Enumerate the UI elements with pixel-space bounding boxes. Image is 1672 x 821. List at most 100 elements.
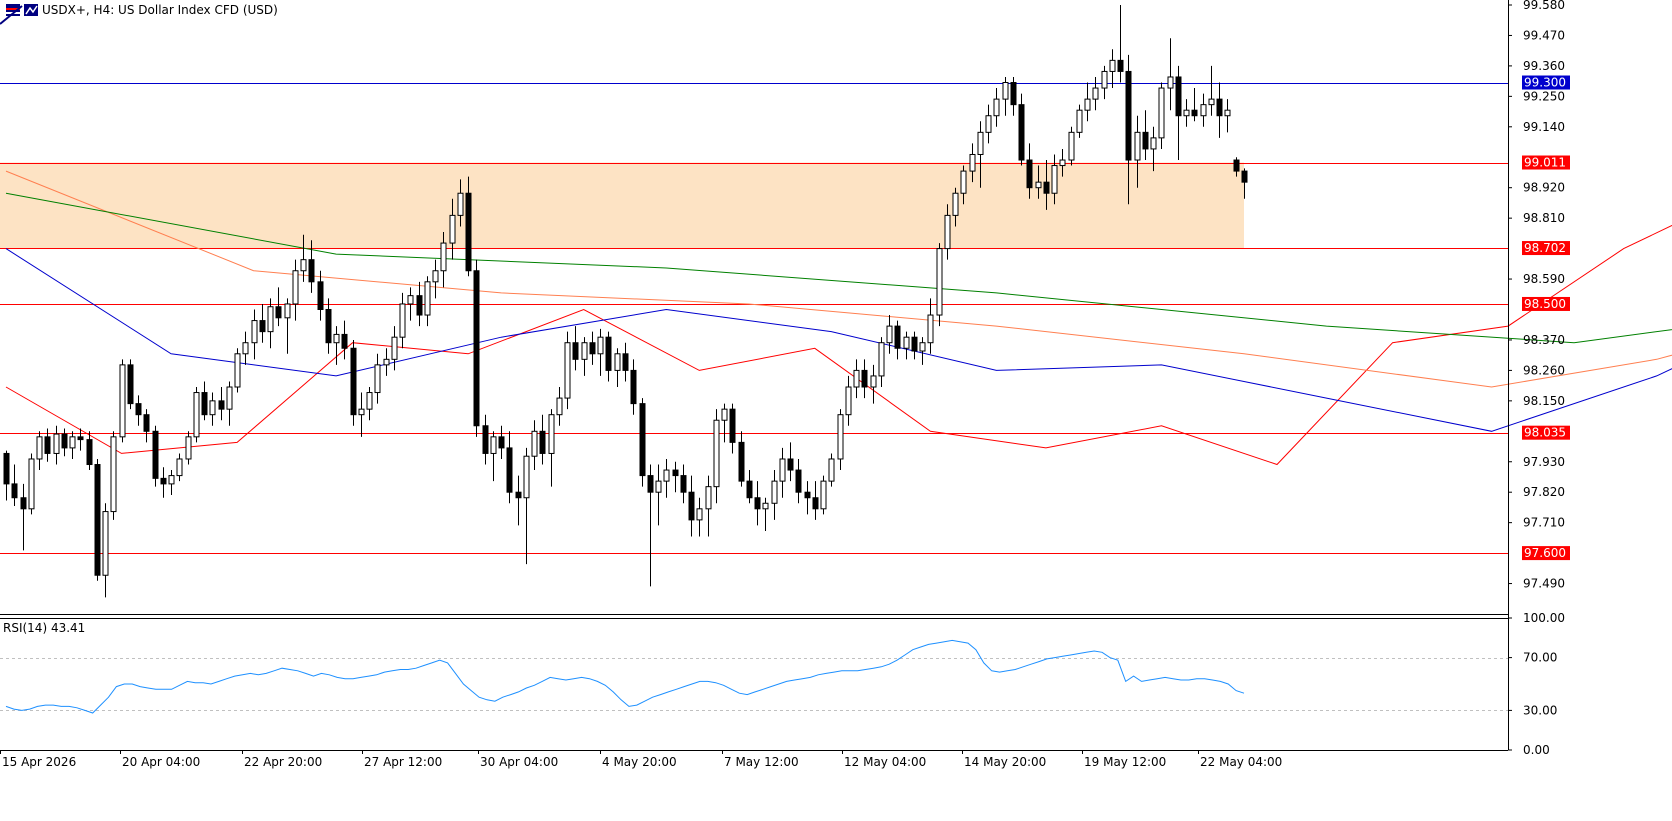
rsi-line bbox=[5, 639, 1245, 714]
candle-bull bbox=[292, 270, 299, 305]
candle-bull bbox=[374, 364, 381, 394]
candle-bear bbox=[605, 336, 612, 371]
time-tick-label: 20 Apr 04:00 bbox=[122, 755, 200, 769]
time-tick-label: 22 Apr 20:00 bbox=[244, 755, 322, 769]
candle-bear bbox=[1010, 82, 1017, 106]
price-tick-label: 99.580 bbox=[1523, 0, 1565, 12]
candle-bull bbox=[952, 192, 959, 216]
candle-bear bbox=[127, 364, 134, 405]
price-tick-label: 98.920 bbox=[1523, 181, 1565, 195]
price-level-tag-label: 98.702 bbox=[1524, 241, 1566, 255]
candle-bear bbox=[647, 475, 654, 493]
candle-bull bbox=[1208, 98, 1215, 106]
candle-bear bbox=[746, 480, 753, 499]
candle-bear bbox=[1125, 70, 1132, 161]
moving-average-line-4 bbox=[5, 192, 1672, 344]
candle-bull bbox=[333, 333, 340, 344]
trendline-fragment bbox=[0, 5, 23, 25]
candle-bull bbox=[556, 397, 563, 416]
candle-bull bbox=[655, 480, 662, 493]
candle-bull bbox=[358, 408, 365, 416]
candle-bear bbox=[11, 483, 18, 499]
candle-bull bbox=[284, 303, 291, 319]
candle-bull bbox=[523, 455, 530, 499]
candle-bull bbox=[1150, 137, 1157, 150]
candle-bear bbox=[1026, 159, 1033, 189]
candle-bear bbox=[795, 469, 802, 493]
chart-type-icon bbox=[24, 4, 38, 16]
moving-average-line-2 bbox=[5, 248, 1672, 432]
time-tick-label: 4 May 20:00 bbox=[602, 755, 677, 769]
candle-bull bbox=[226, 386, 233, 410]
candle-bear bbox=[787, 458, 794, 471]
candle-bear bbox=[20, 497, 27, 510]
time-tick-label: 15 Apr 2026 bbox=[2, 755, 76, 769]
resistance-zone bbox=[0, 162, 1244, 249]
candle-bull bbox=[432, 270, 439, 283]
candle-bear bbox=[61, 433, 68, 449]
candle-bear bbox=[539, 430, 546, 454]
price-tick-label: 97.820 bbox=[1523, 485, 1565, 499]
candle-bull bbox=[383, 358, 390, 366]
candle-bear bbox=[482, 425, 489, 454]
candle-bear bbox=[86, 439, 93, 466]
price-level-tag-label: 97.600 bbox=[1524, 546, 1566, 560]
moving-average-line-1 bbox=[5, 224, 1672, 466]
candle-bull bbox=[234, 353, 241, 388]
time-tick-label: 12 May 04:00 bbox=[844, 755, 926, 769]
candle-bear bbox=[218, 400, 225, 410]
candle-bear bbox=[812, 497, 819, 510]
candle-bull bbox=[663, 469, 670, 482]
time-tick-label: 7 May 12:00 bbox=[724, 755, 799, 769]
chart-symbol-title: USDX+, H4: US Dollar Index CFD (USD) bbox=[42, 3, 278, 17]
candle-bull bbox=[1035, 181, 1042, 189]
candle-bear bbox=[152, 430, 159, 479]
candle-bear bbox=[1191, 109, 1198, 117]
candle-bull bbox=[1134, 131, 1141, 161]
candle-bear bbox=[680, 475, 687, 493]
candle-bull bbox=[1076, 109, 1083, 133]
candle-bull bbox=[1092, 87, 1099, 100]
candle-bull bbox=[1084, 98, 1091, 111]
candle-bull bbox=[399, 303, 406, 338]
candle-bull bbox=[185, 436, 192, 460]
candle-bear bbox=[1233, 159, 1240, 172]
candle-bear bbox=[630, 369, 637, 405]
time-tick-label: 27 Apr 12:00 bbox=[364, 755, 442, 769]
candle-bull bbox=[69, 436, 76, 449]
price-level-tag bbox=[1522, 241, 1570, 256]
candle-bull bbox=[713, 419, 720, 488]
candle-bull bbox=[168, 475, 175, 485]
candle-bull bbox=[110, 436, 117, 513]
price-tick-label: 99.250 bbox=[1523, 89, 1565, 103]
candle-bull bbox=[903, 336, 910, 349]
candle-bull bbox=[531, 430, 538, 457]
candle-bear bbox=[754, 497, 761, 510]
candle-bear bbox=[416, 295, 423, 316]
candle-bear bbox=[160, 477, 167, 485]
candle-bear bbox=[3, 452, 10, 485]
candle-bull bbox=[960, 170, 967, 194]
candle-bull bbox=[267, 306, 274, 333]
candle-bull bbox=[564, 342, 571, 399]
rsi-tick-label: 0.00 bbox=[1523, 743, 1550, 757]
candle-bull bbox=[102, 511, 109, 576]
candle-bull bbox=[828, 458, 835, 482]
candle-bear bbox=[515, 491, 522, 499]
candle-bull bbox=[251, 320, 258, 344]
candle-bull bbox=[837, 414, 844, 460]
candle-bear bbox=[325, 309, 332, 344]
candle-bear bbox=[622, 353, 629, 371]
candle-bull bbox=[366, 392, 373, 410]
candle-bear bbox=[1018, 104, 1025, 161]
candle-bear bbox=[94, 464, 101, 576]
candle-bull bbox=[440, 242, 447, 272]
candle-bull bbox=[820, 480, 827, 510]
moving-average-line-3 bbox=[5, 170, 1672, 388]
candle-bull bbox=[886, 325, 893, 344]
candle-bull bbox=[1068, 131, 1075, 161]
candle-bear bbox=[804, 491, 811, 499]
candle-bull bbox=[119, 364, 126, 438]
candle-bull bbox=[919, 342, 926, 352]
